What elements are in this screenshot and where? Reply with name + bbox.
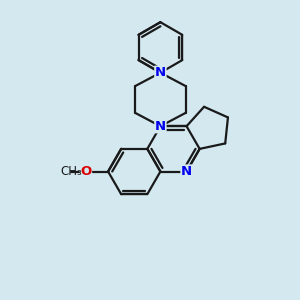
Text: O: O [80, 165, 92, 178]
Text: CH₃: CH₃ [61, 165, 82, 178]
Text: N: N [155, 66, 166, 79]
Text: N: N [155, 120, 166, 133]
Text: N: N [181, 165, 192, 178]
